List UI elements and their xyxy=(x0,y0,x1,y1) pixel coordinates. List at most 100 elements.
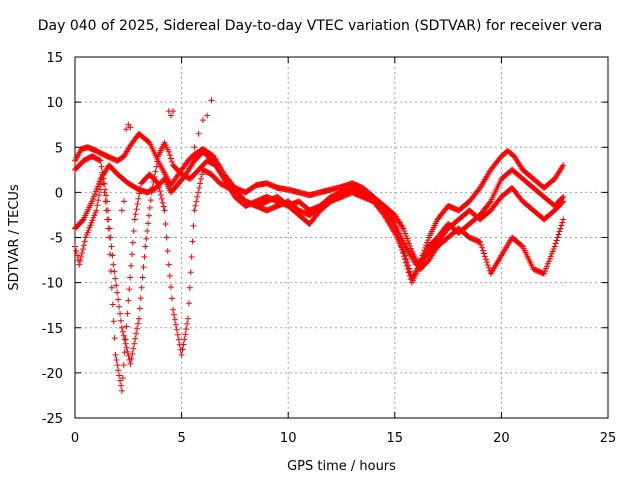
data-point xyxy=(101,180,108,187)
data-point xyxy=(106,234,113,241)
data-point xyxy=(485,264,492,271)
data-point xyxy=(103,192,110,199)
data-point xyxy=(93,207,100,214)
data-point xyxy=(559,199,566,206)
y-axis-label: SDTVAR / TECUs xyxy=(7,184,22,291)
data-point xyxy=(477,239,484,246)
data-point xyxy=(554,234,561,241)
data-point xyxy=(166,152,173,159)
data-point xyxy=(108,284,115,291)
x-tick-label: 5 xyxy=(177,431,185,446)
data-point xyxy=(484,261,491,268)
data-point xyxy=(94,202,101,209)
data-point xyxy=(149,184,156,191)
data-point xyxy=(165,261,172,268)
data-point xyxy=(141,253,148,260)
data-point xyxy=(125,352,132,359)
data-point xyxy=(195,189,202,196)
data-point xyxy=(187,269,194,276)
data-point xyxy=(479,244,486,251)
data-point xyxy=(192,202,199,209)
data-point xyxy=(164,248,171,255)
data-point xyxy=(482,256,489,263)
data-point xyxy=(111,268,118,275)
data-point xyxy=(120,362,127,369)
data-point xyxy=(182,331,189,338)
data-point xyxy=(131,216,138,223)
data-point xyxy=(204,112,211,119)
data-point xyxy=(147,197,154,204)
data-point xyxy=(404,235,411,242)
data-point xyxy=(173,326,180,333)
data-point xyxy=(166,272,173,279)
data-point xyxy=(90,193,97,200)
data-point xyxy=(114,362,121,369)
data-point xyxy=(140,264,147,271)
data-point xyxy=(80,242,87,249)
data-point xyxy=(119,328,126,335)
data-point xyxy=(92,188,99,195)
data-point xyxy=(102,198,109,205)
data-point xyxy=(123,323,130,330)
data-point xyxy=(175,336,182,343)
data-point xyxy=(110,318,117,325)
data-point xyxy=(135,320,142,327)
data-point xyxy=(159,199,166,206)
x-tick-label: 10 xyxy=(280,431,297,446)
y-tick-label: 0 xyxy=(55,186,63,201)
data-point xyxy=(560,162,567,169)
data-point xyxy=(115,367,122,374)
y-tick-label: -25 xyxy=(42,412,63,427)
data-point xyxy=(407,245,414,252)
data-point xyxy=(127,360,134,367)
data-point xyxy=(481,253,488,260)
data-points xyxy=(72,97,567,394)
series-track-d xyxy=(72,166,567,394)
data-point xyxy=(555,231,562,238)
data-point xyxy=(132,211,139,218)
data-point xyxy=(198,171,205,178)
data-point xyxy=(167,284,174,291)
x-axis-label: GPS time / hours xyxy=(287,459,396,474)
data-point xyxy=(171,316,178,323)
data-point xyxy=(134,325,141,332)
y-tick-label: -15 xyxy=(42,322,63,337)
data-point xyxy=(120,332,127,339)
data-point xyxy=(127,274,134,281)
data-point xyxy=(162,220,169,227)
series-spikes xyxy=(118,97,215,214)
data-point xyxy=(104,216,111,223)
data-point xyxy=(89,198,96,205)
data-point xyxy=(154,158,161,165)
data-point xyxy=(152,168,159,175)
data-point xyxy=(406,243,413,250)
y-tick-label: 15 xyxy=(46,51,63,66)
data-point xyxy=(405,238,412,245)
data-point xyxy=(184,320,191,327)
data-point xyxy=(95,197,102,204)
x-tick-label: 20 xyxy=(493,431,510,446)
data-point xyxy=(117,382,124,389)
data-point xyxy=(183,326,190,333)
data-point xyxy=(174,331,181,338)
data-point xyxy=(136,305,143,312)
data-point xyxy=(76,261,83,268)
data-point xyxy=(163,234,170,241)
data-point xyxy=(72,243,78,250)
data-point xyxy=(121,349,128,356)
data-point xyxy=(130,345,137,352)
data-point xyxy=(117,310,124,317)
data-point xyxy=(188,253,195,260)
data-point xyxy=(191,144,198,151)
data-point xyxy=(208,97,215,104)
data-point xyxy=(118,387,125,394)
data-point xyxy=(160,203,167,210)
x-tick-label: 15 xyxy=(387,431,404,446)
data-point xyxy=(123,344,130,351)
data-point xyxy=(127,124,134,131)
data-point xyxy=(118,324,125,331)
data-point xyxy=(479,247,486,254)
data-point xyxy=(135,195,142,202)
data-point xyxy=(99,171,106,178)
